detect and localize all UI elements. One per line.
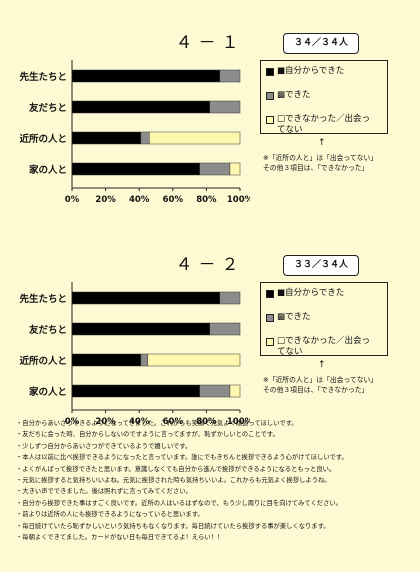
x-tick-label: 60%: [163, 195, 184, 205]
bar-segment-done: [209, 100, 241, 114]
x-tick-label: 100%: [227, 417, 250, 427]
x-tick-label: 60%: [163, 417, 184, 427]
x-tick-label: 0%: [65, 195, 80, 205]
category-label: 家の人と: [29, 164, 67, 176]
comment-line: ・少しずつ自分からあいさつができているようで嬉しいです。: [16, 442, 192, 450]
x-tick-label: 80%: [196, 417, 217, 427]
x-tick-label: 80%: [196, 195, 217, 205]
legend-label: ■自分からできた: [277, 288, 345, 298]
comment-line: ・前よりは近所の人にも挨拶できるようになっていると思います。: [16, 511, 204, 519]
x-tick-label: 100%: [227, 195, 250, 205]
bar-segment-not-done: [229, 384, 241, 398]
chart-title: ４－２: [175, 255, 245, 275]
bar-segment-done: [199, 162, 231, 176]
legend-label: □できなかった／出会ってない: [277, 114, 371, 135]
comment-line: ・大きい声でできました。後は照れずに言ってみてください。: [16, 488, 192, 496]
legend-label: ▩できた: [277, 90, 311, 100]
comment-line: ・友だちに会った時、自分からしないのですように言ってますが、恥ずかしいとのことで…: [16, 431, 279, 439]
category-label: 先生たちと: [19, 293, 67, 305]
legend-label: ■自分からできた: [277, 66, 345, 76]
bar-segment-done: [140, 353, 148, 367]
bar-segment-self-initiated: [71, 69, 221, 83]
legend-swatch: [266, 92, 274, 100]
bar-segment-self-initiated: [71, 100, 211, 114]
comment-line: ・毎朝よくできてました。カードがない日も毎日できてるよ！えらい！！: [16, 534, 224, 542]
category-label: 家の人と: [29, 386, 67, 398]
x-tick-label: 20%: [95, 417, 116, 427]
bar-segment-self-initiated: [71, 291, 221, 305]
legend-swatch: [266, 68, 274, 76]
bar-segment-self-initiated: [71, 162, 200, 176]
category-label: 友だちと: [28, 102, 67, 114]
legend-item: □できなかった／出会ってない: [266, 336, 378, 358]
bar-segment-not-done: [149, 131, 241, 145]
x-tick-label: 20%: [95, 195, 116, 205]
category-label: 近所の人と: [19, 355, 67, 367]
bar-segment-self-initiated: [71, 322, 211, 336]
comment-line: ・自分からあいさつできるようになってきました。これからも笑顔で元気よく頑張ってほ…: [16, 420, 298, 427]
parent-comments-list: ・自分からあいさつできるようになってきました。これからも笑顔で元気よく頑張ってほ…: [16, 418, 412, 543]
bar-segment-done: [140, 131, 150, 145]
x-tick-label: 40%: [129, 417, 150, 427]
bar-segment-not-done: [147, 353, 241, 367]
respondent-count-badge: ３３／３４人: [283, 255, 359, 276]
chart-title: ４－１: [175, 33, 245, 53]
legend-item: ▩できた: [266, 312, 311, 323]
legend-label: ▩できた: [277, 312, 311, 322]
bar-segment-done: [199, 384, 231, 398]
legend-swatch: [266, 314, 274, 322]
legend-swatch: [266, 116, 274, 124]
comment-line: ・本人は以前に比べ挨拶できるようになったと言っています。誰にでもきちんと挨拶でき…: [16, 454, 348, 462]
x-tick-label: 40%: [129, 195, 150, 205]
bar-segment-self-initiated: [71, 384, 200, 398]
comment-line: ・よくがんばって挨拶できたと思います。意識しなくても自分から進んで挨拶ができるよ…: [16, 465, 336, 473]
legend-item: ■自分からできた: [266, 66, 344, 77]
chart-note: ※「近所の人と」は「出会ってない」 その他３項目は、「できなかった」: [263, 376, 378, 394]
bar-segment-done: [209, 322, 241, 336]
legend-swatch: [266, 290, 274, 298]
respondent-count-badge: ３４／３４人: [283, 33, 359, 54]
category-label: 先生たちと: [19, 71, 67, 83]
legend-item: ▩できた: [266, 90, 311, 101]
bar-segment-done: [219, 291, 241, 305]
chart-legend: ■自分からできた ▩できた □できなかった／出会ってない: [260, 282, 388, 358]
legend-item: ■自分からできた: [266, 288, 344, 299]
legend-item: □できなかった／出会ってない: [266, 114, 378, 136]
comment-line: ・元気に挨拶すると気持ちいいよね。元気に挨拶された時も気持ちいいよ。これからも元…: [16, 477, 331, 485]
category-label: 近所の人と: [19, 133, 67, 145]
bar-segment-not-done: [229, 162, 241, 176]
chart-legend: ■自分からできた ▩できた □できなかった／出会ってない: [260, 60, 388, 136]
comment-line: ・自分から挨拶できた事はすごく良いです。近所の人はいるはずなので、もう少し周りに…: [16, 499, 342, 507]
x-tick-label: 0%: [65, 417, 80, 427]
category-label: 友だちと: [28, 324, 67, 336]
comment-line: ・毎日続けていたら恥ずかしいという気持ちもなくなります。毎日続けていたら挨拶する…: [16, 522, 330, 530]
bar-segment-self-initiated: [71, 131, 142, 145]
bar-segment-done: [219, 69, 241, 83]
legend-swatch: [266, 338, 274, 346]
note-arrow-icon: ↑: [318, 138, 326, 148]
chart-note: ※「近所の人と」は「出会ってない」 その他３項目は、「できなかった」: [263, 154, 378, 172]
bar-segment-self-initiated: [71, 353, 142, 367]
note-arrow-icon: ↑: [318, 360, 326, 370]
legend-label: □できなかった／出会ってない: [277, 336, 371, 357]
